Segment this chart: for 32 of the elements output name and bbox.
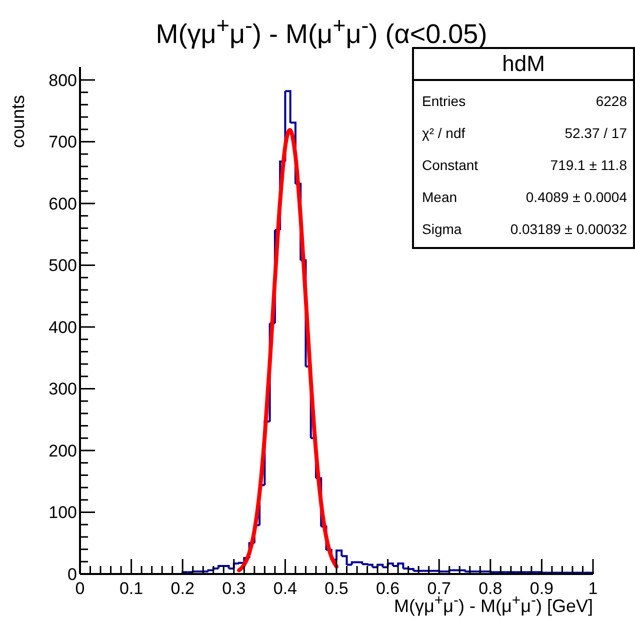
x-tick-label: 0.8 xyxy=(478,579,502,598)
annotation: Mean xyxy=(422,188,458,207)
chart-title: M(γμ$^{+}$μ$^{-}$) - M(μ$^{+}$μ$^{-}$) (α<0.05) xyxy=(156,13,488,49)
y-tick-label: 700 xyxy=(48,132,77,152)
x-tick-label: 1 xyxy=(588,579,598,598)
annotation: hdM xyxy=(414,49,633,81)
y-tick-label: 500 xyxy=(48,256,77,276)
annotation: 0.03189 ± 0.00032 xyxy=(510,220,627,239)
y-tick-label: 400 xyxy=(48,318,77,337)
x-tick-label: 0.7 xyxy=(427,579,451,598)
x-tick-label: 0.6 xyxy=(376,579,400,598)
annotation: 52.37 / 17 xyxy=(564,124,627,143)
y-tick-label: 800 xyxy=(48,70,77,90)
x-tick-label: 0.9 xyxy=(530,579,554,598)
x-tick-label: 0.2 xyxy=(170,579,194,598)
text: 6228 xyxy=(596,92,627,111)
annotation: 0.4089 ± 0.0004 xyxy=(526,188,627,207)
y-tick-label: 600 xyxy=(48,194,77,214)
y-tick-label: 100 xyxy=(48,503,77,522)
annotation: Constant xyxy=(422,156,478,175)
annotation: χ² / ndf xyxy=(422,124,466,143)
y-tick-label: 200 xyxy=(48,441,77,460)
annotation: Sigma xyxy=(422,220,462,239)
x-tick-label: 0.5 xyxy=(324,579,348,598)
annotation: 719.1 ± 11.8 xyxy=(550,156,627,175)
x-tick-label: 0.1 xyxy=(119,579,144,598)
annotation: Entries xyxy=(422,92,466,111)
x-tick-label: 0.4 xyxy=(273,579,298,598)
y-tick-label: 0 xyxy=(68,565,77,584)
y-tick-label: 300 xyxy=(48,380,77,399)
x-tick-label: 0.3 xyxy=(222,579,246,598)
y-axis-title: counts xyxy=(8,94,29,148)
